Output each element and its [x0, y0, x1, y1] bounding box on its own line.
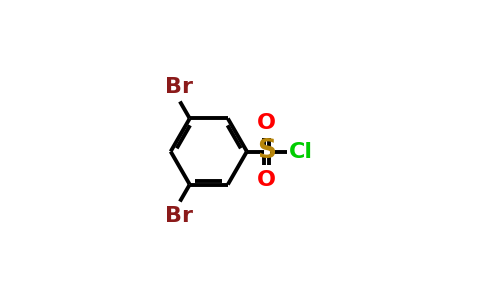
Text: Br: Br: [165, 206, 193, 226]
Text: O: O: [257, 113, 276, 134]
Text: Cl: Cl: [289, 142, 313, 161]
Text: S: S: [257, 139, 276, 164]
Text: Br: Br: [165, 77, 193, 97]
Text: O: O: [257, 169, 276, 190]
